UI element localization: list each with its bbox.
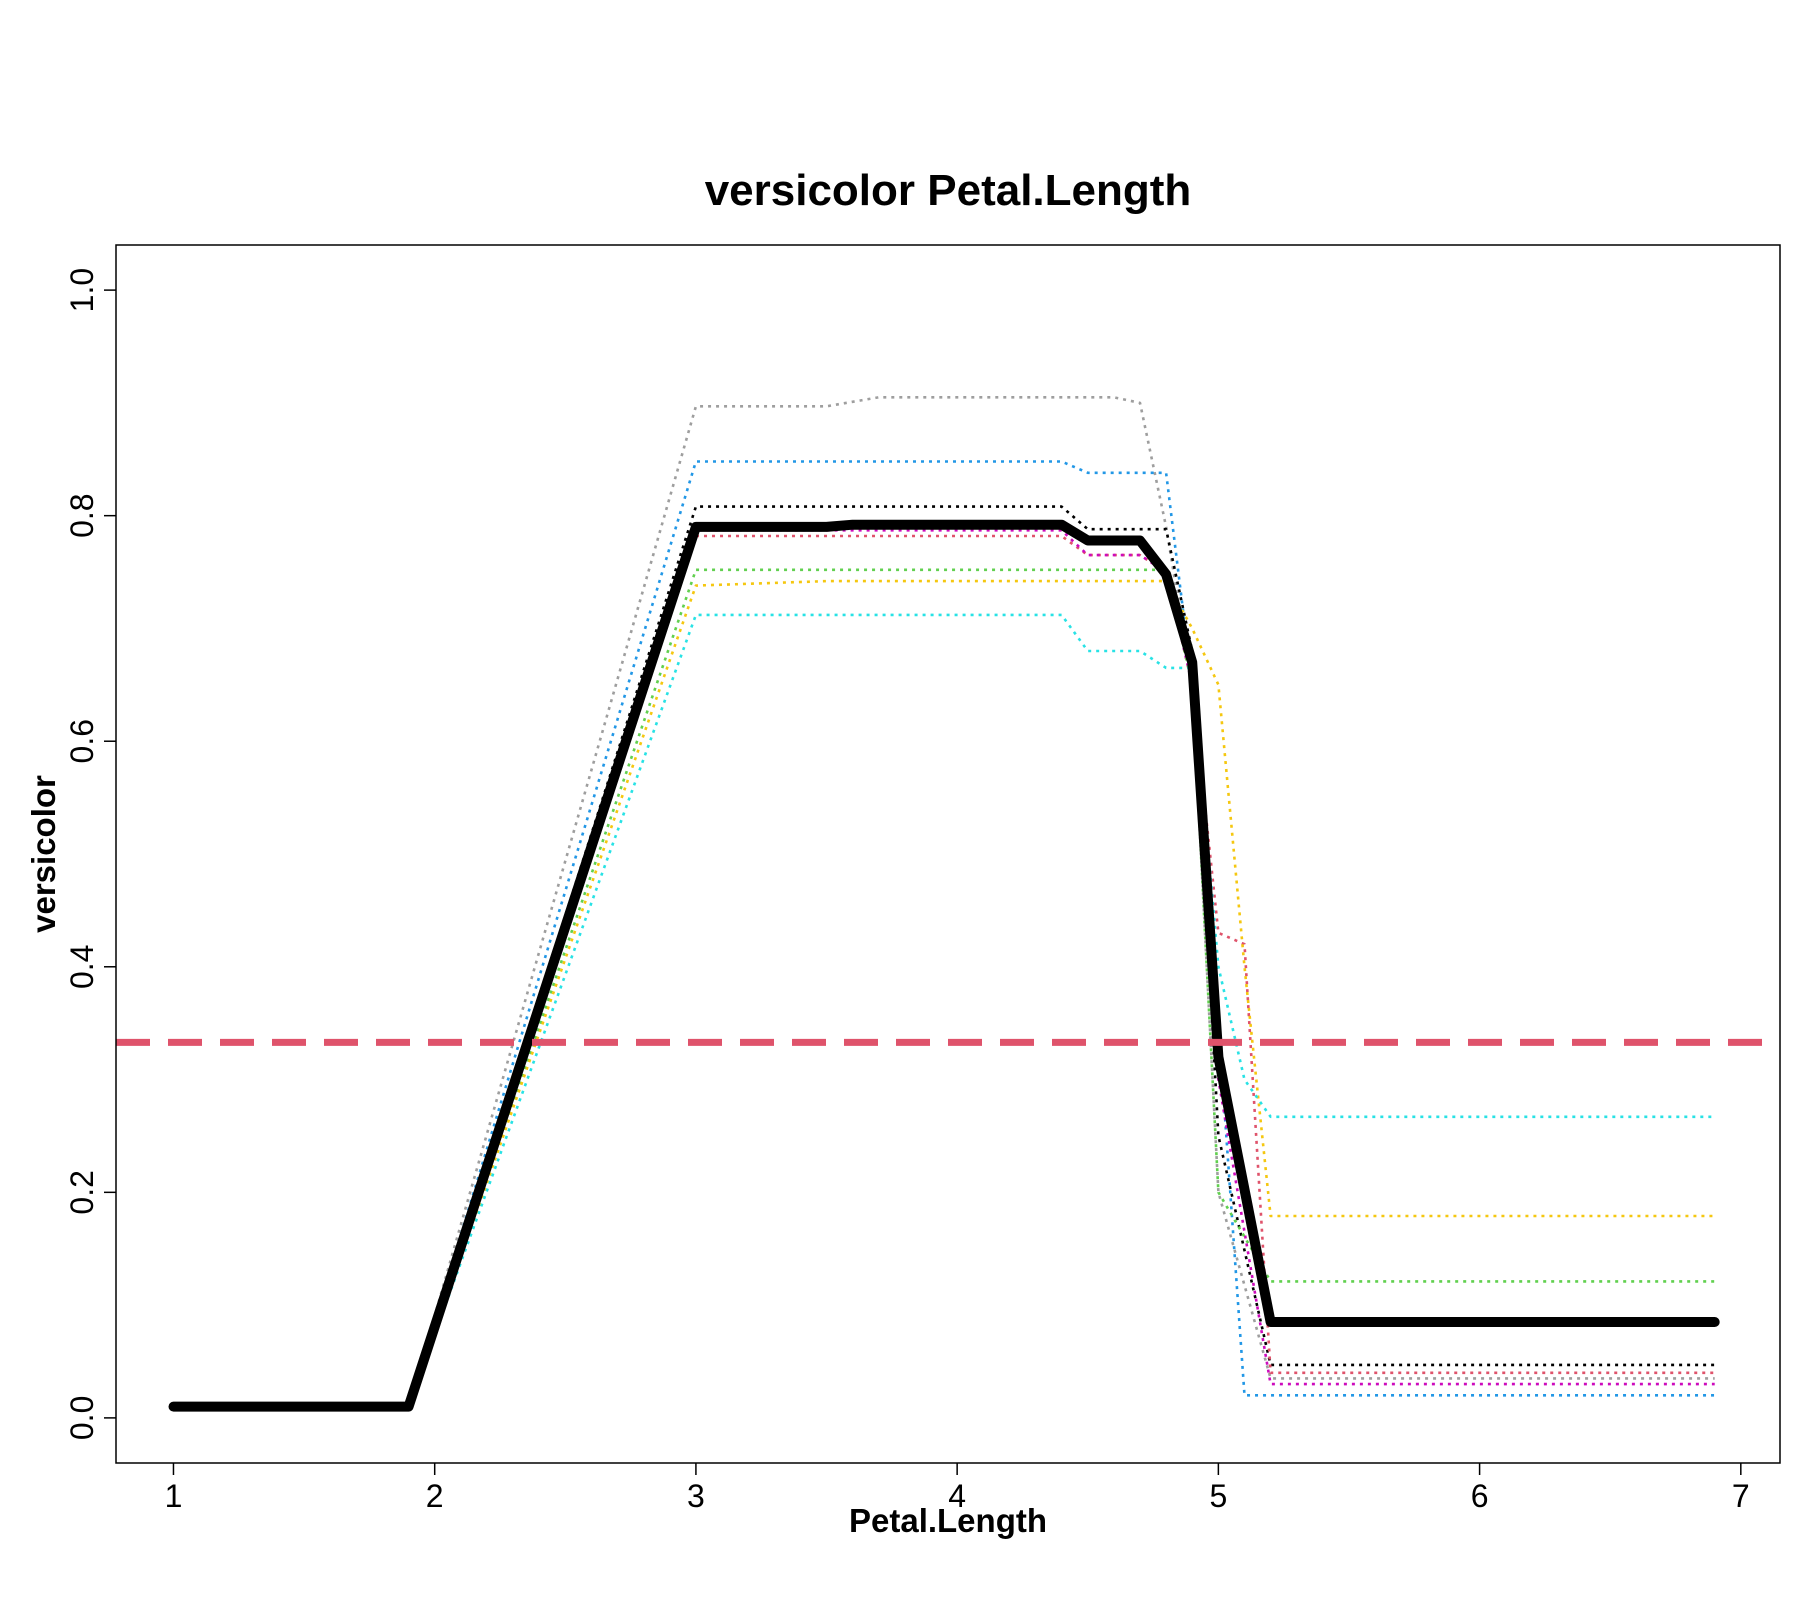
y-tick-label: 0.6 <box>64 719 100 763</box>
series-line-4 <box>173 534 1715 1408</box>
x-tick-label: 2 <box>426 1478 444 1514</box>
y-axis: 0.0 0.2 0.4 0.6 0.8 1.0 <box>64 268 116 1440</box>
plot-lines <box>116 396 1780 1412</box>
plot-frame <box>115 244 1781 1464</box>
series-line-2 <box>173 460 1715 1408</box>
series-line-1 <box>173 396 1715 1408</box>
y-tick-label: 1.0 <box>64 268 100 312</box>
y-axis-label: versicolor <box>25 775 62 933</box>
series-line-6 <box>173 568 1715 1408</box>
x-tick-label: 1 <box>165 1478 183 1514</box>
y-tick-label: 0.0 <box>64 1396 100 1440</box>
y-tick-label: 0.8 <box>64 493 100 537</box>
series-line-3 <box>173 505 1715 1408</box>
x-tick-label: 6 <box>1471 1478 1489 1514</box>
series-line-7 <box>173 579 1715 1408</box>
y-tick-label: 0.2 <box>64 1170 100 1214</box>
series-line-8 <box>173 613 1715 1408</box>
x-tick-label: 3 <box>687 1478 705 1514</box>
x-tick-label: 7 <box>1732 1478 1750 1514</box>
y-tick-label: 0.4 <box>64 945 100 989</box>
x-tick-label: 5 <box>1209 1478 1227 1514</box>
series-line-5 <box>173 529 1715 1408</box>
chart-title: versicolor Petal.Length <box>705 166 1192 215</box>
x-axis-label: Petal.Length <box>849 1502 1047 1539</box>
series-line-main <box>168 519 1720 1412</box>
x-tick-label: 4 <box>948 1478 966 1514</box>
x-axis: 1 2 3 4 5 6 7 <box>165 1463 1750 1514</box>
